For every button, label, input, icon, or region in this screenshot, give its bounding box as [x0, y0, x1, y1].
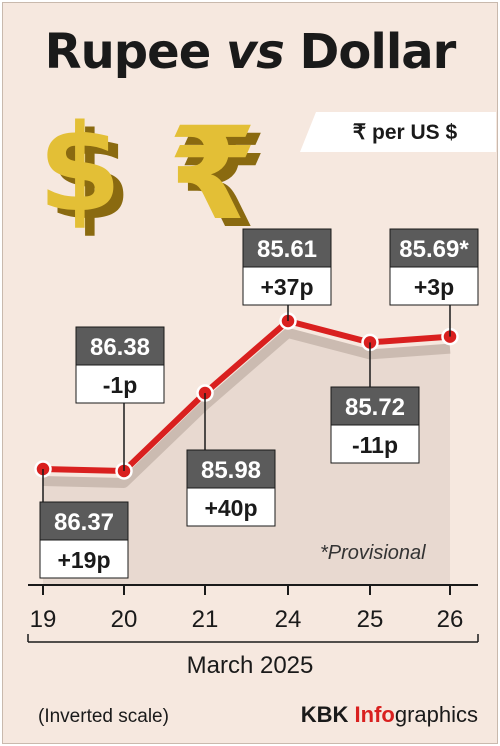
svg-text:₹: ₹ [168, 100, 257, 249]
x-tick-label: 21 [192, 606, 219, 633]
data-label-value: 86.38 [90, 334, 150, 361]
rupee-sign-3d-icon: ₹ ₹ [168, 100, 267, 250]
x-tick-label: 26 [437, 606, 464, 633]
x-tick-label: 25 [357, 606, 384, 633]
data-label-change: +40p [204, 495, 257, 521]
x-axis: 19 20 21 24 25 26 [27, 584, 479, 643]
title-dollar: Dollar [283, 24, 457, 80]
page-title: Rupee vs Dollar [0, 24, 500, 80]
value-box [389, 228, 479, 268]
value-box [39, 501, 129, 541]
data-label-change: +19p [57, 547, 110, 573]
change-box [75, 364, 165, 404]
data-label-value: 85.98 [201, 457, 261, 484]
inverted-scale-note: (Inverted scale) [38, 706, 169, 727]
change-box [39, 539, 129, 579]
value-box [242, 228, 332, 268]
currency-icons: $ $ ₹ ₹ [38, 100, 267, 250]
series-line-shadow [42, 328, 451, 488]
change-box [242, 266, 332, 306]
provisional-note: *Provisional [320, 542, 426, 564]
data-label-value: 85.69* [399, 236, 469, 263]
svg-text:$: $ [38, 100, 122, 239]
data-label-change: -11p [352, 432, 398, 458]
unit-label: ₹ per US $ [300, 112, 496, 152]
svg-text:₹: ₹ [178, 108, 267, 250]
data-label-change: +3p [414, 274, 454, 300]
svg-text:$: $ [48, 108, 132, 247]
change-box [186, 487, 276, 527]
brand-logo: KBK Infographics [300, 702, 478, 727]
series-line [42, 318, 451, 474]
data-label-value: 86.37 [54, 509, 114, 536]
series-layer [34, 312, 459, 488]
data-label-change: -1p [103, 372, 138, 398]
title-rupee: Rupee [44, 24, 226, 80]
value-box [75, 326, 165, 366]
x-tick-label: 20 [111, 606, 138, 633]
x-tick-label: 19 [30, 606, 57, 633]
data-label-value: 85.61 [257, 236, 317, 263]
title-vs: vs [225, 24, 285, 80]
change-box [330, 424, 420, 464]
data-label-change: +37p [260, 274, 313, 300]
x-axis-label: March 2025 [186, 652, 314, 679]
change-box [389, 266, 479, 306]
dollar-sign-3d-icon: $ $ [38, 100, 132, 247]
data-label-value: 85.72 [345, 394, 405, 421]
data-labels: 86.37 +19p 86.38 -1p 85.98 +40p 85.61 +37p 85.72… [39, 228, 479, 579]
x-tick-label: 24 [275, 606, 302, 633]
value-box [186, 449, 276, 489]
